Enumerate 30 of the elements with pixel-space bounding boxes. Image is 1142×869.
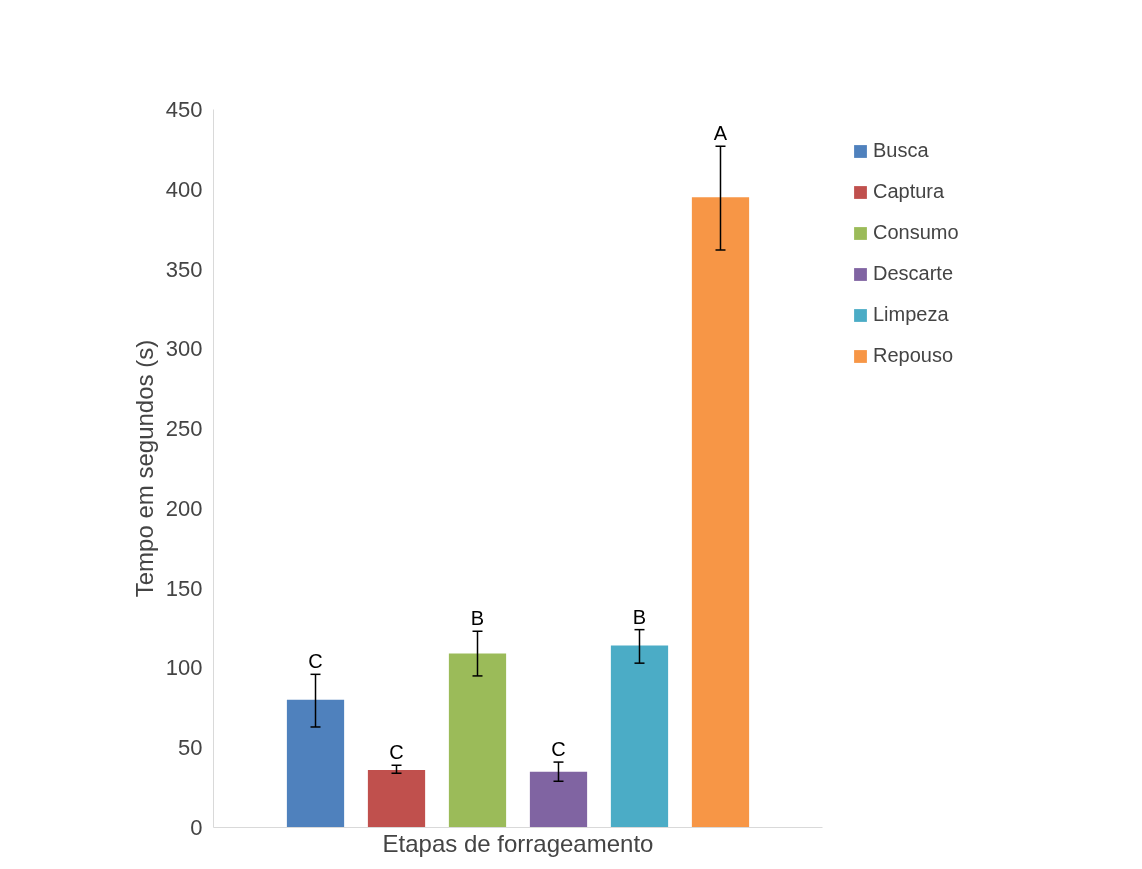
x-axis-title: Etapas de forrageamento (382, 829, 654, 857)
y-tick-label: 150 (165, 575, 203, 601)
data-label: C (308, 650, 323, 673)
y-tick-label: 0 (190, 815, 203, 840)
y-tick-label: 200 (165, 495, 203, 521)
y-tick-label: 250 (165, 416, 203, 442)
data-label: A (713, 122, 728, 145)
legend-label: Repouso (873, 344, 954, 367)
y-tick-label: 300 (165, 336, 203, 362)
bar (691, 197, 750, 828)
legend-label: Limpeza (873, 303, 949, 326)
legend-label: Descarte (873, 262, 954, 285)
legend-label: Captura (873, 180, 945, 203)
data-label: B (632, 605, 647, 628)
y-axis-title: Tempo em segundos (s) (130, 339, 158, 598)
data-label: B (470, 607, 485, 630)
y-tick-label: 400 (165, 176, 203, 202)
bar (286, 699, 345, 828)
y-tick-label: 50 (178, 735, 203, 761)
legend-label: Busca (873, 139, 929, 162)
y-tick-label: 450 (165, 97, 203, 122)
data-label: C (389, 741, 404, 764)
legend-label: Consumo (873, 221, 959, 244)
bar (529, 771, 588, 828)
bar (367, 770, 426, 828)
y-tick-label: 350 (165, 256, 203, 282)
bar (610, 645, 669, 828)
y-tick-label: 100 (165, 655, 203, 681)
bar (448, 653, 507, 828)
data-label: C (551, 738, 566, 761)
